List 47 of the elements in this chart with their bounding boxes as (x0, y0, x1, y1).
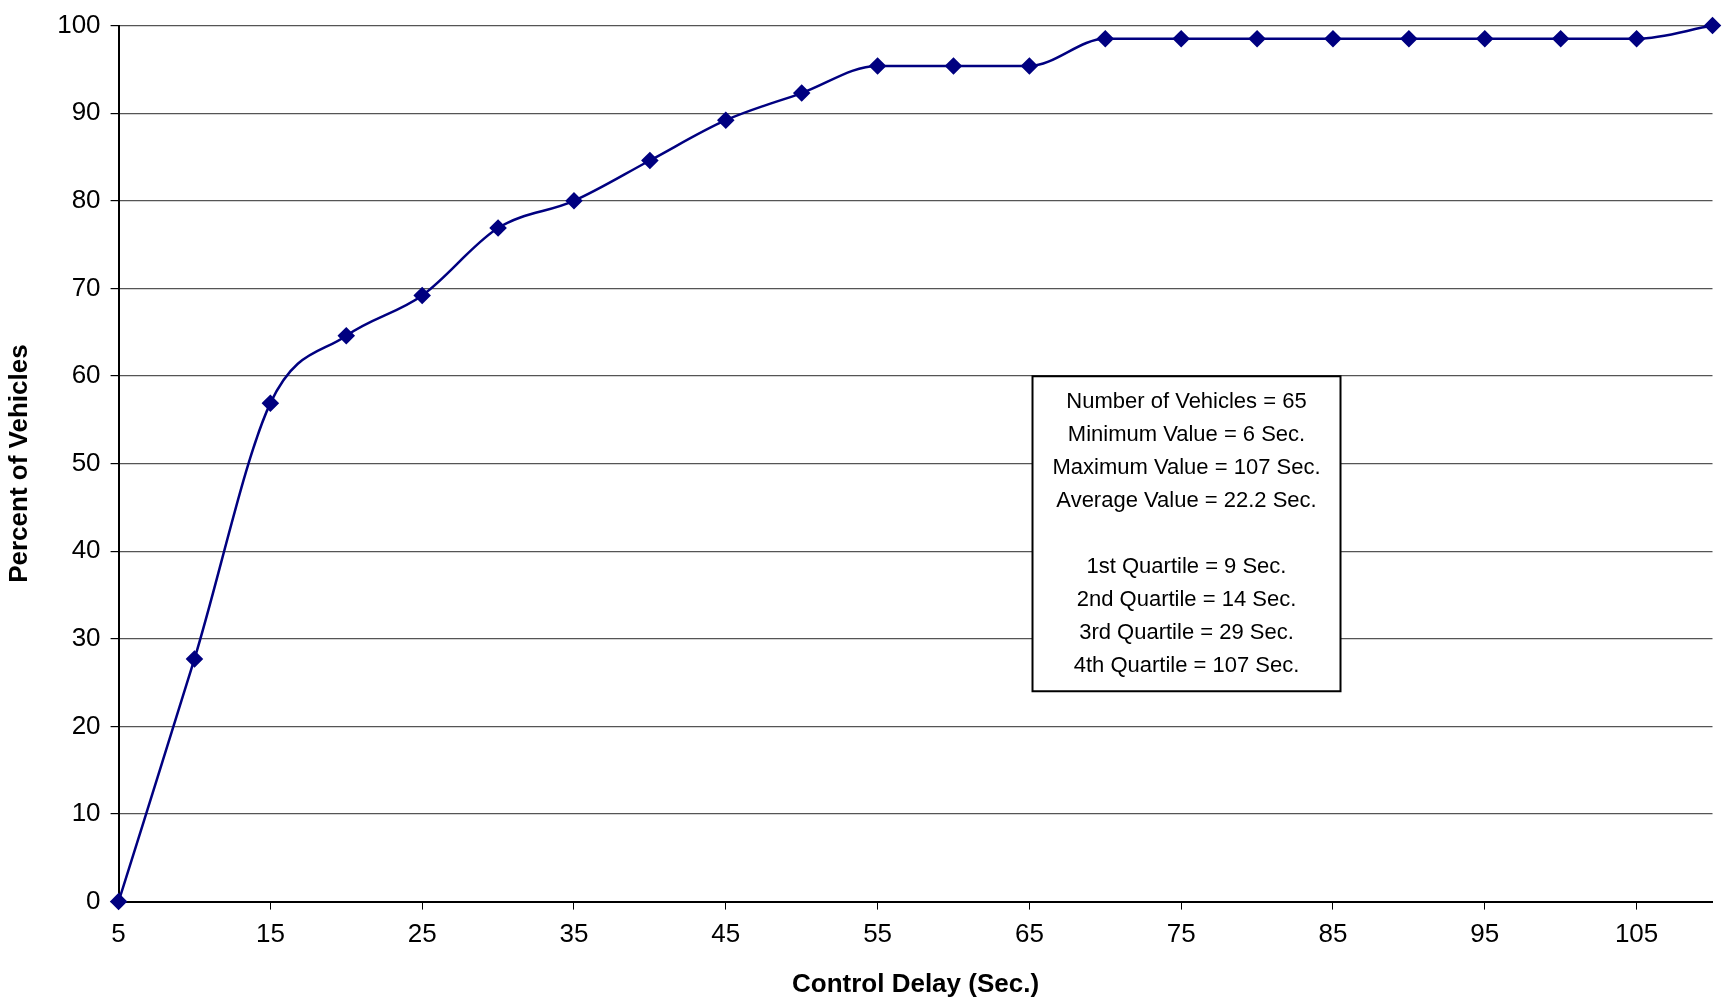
x-tick-label: 35 (559, 918, 589, 949)
point (945, 57, 962, 75)
y-tick-label: 80 (71, 183, 101, 214)
y-tick-label: 0 (86, 884, 101, 915)
text: Number of Vehicles = 65 Minimum Value = 6 Sec. Maximum Value = 107 Sec. Average Value = 22.2 Sec. 1st Quartile = 9 Sec. 2nd Quartile = 14 Sec. 3rd Quartile = 29 Sec. 4th Quartile = 107 Sec. (1052, 387, 1321, 677)
x-tick-label: 95 (1470, 918, 1500, 949)
x-tick-label: 15 (255, 918, 285, 949)
point (793, 84, 810, 102)
point (110, 893, 127, 910)
y-axis-title: Percent of Vehicles (2, 344, 33, 583)
point (1476, 30, 1494, 47)
point (1172, 30, 1190, 47)
y-tick-label: 60 (71, 359, 101, 390)
y-tick-label: 30 (71, 621, 101, 652)
x-tick-label: 65 (1014, 918, 1044, 949)
point (262, 394, 279, 412)
point (1248, 30, 1266, 47)
y-tick-label: 70 (71, 271, 101, 302)
point (565, 192, 583, 210)
y-tick-label: 40 (71, 534, 101, 565)
point (1704, 17, 1721, 34)
x-tick-label: 75 (1166, 918, 1196, 949)
point (1324, 30, 1342, 47)
x-tick-label: 105 (1614, 918, 1659, 949)
x-tick-label: 45 (711, 918, 741, 949)
point (1097, 30, 1114, 47)
point (1021, 57, 1038, 75)
y-tick-label: 50 (71, 446, 101, 477)
point (717, 111, 735, 129)
point (1400, 30, 1418, 47)
point (1628, 30, 1645, 47)
x-tick-label: 5 (111, 918, 126, 949)
y-tick-label: 10 (71, 797, 101, 828)
y-tick-label: 90 (71, 96, 101, 127)
point (413, 287, 431, 304)
x-tick-label: 55 (863, 918, 893, 949)
point (869, 57, 886, 75)
y-tick-label: 100 (57, 8, 101, 39)
x-axis-title: Control Delay (Sec.) (792, 967, 1040, 998)
point (338, 327, 355, 344)
point (641, 152, 659, 169)
point (1552, 30, 1569, 47)
point (489, 219, 507, 237)
y-tick-label: 20 (71, 709, 101, 740)
point (186, 650, 203, 668)
x-tick-label: 85 (1318, 918, 1348, 949)
x-tick-label: 25 (407, 918, 437, 949)
